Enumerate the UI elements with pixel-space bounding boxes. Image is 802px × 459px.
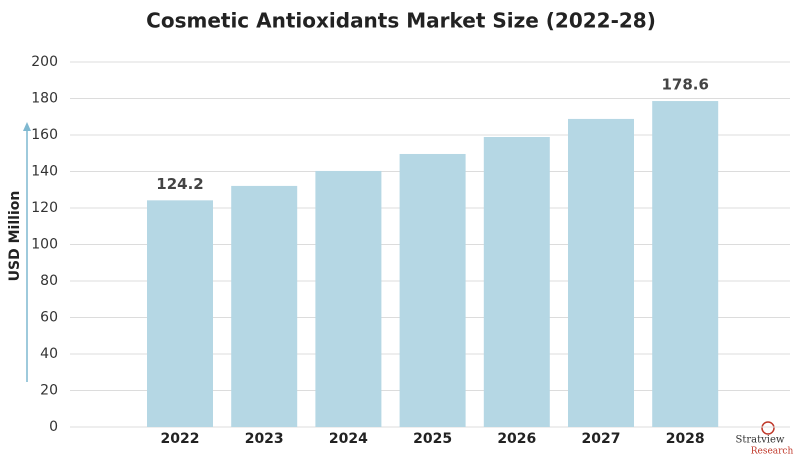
bar bbox=[147, 200, 213, 427]
x-tick-label: 2022 bbox=[161, 431, 200, 447]
value-label: 178.6 bbox=[661, 76, 708, 94]
logo-sub: Research bbox=[751, 447, 794, 457]
chart-title: Cosmetic Antioxidants Market Size (2022-… bbox=[146, 9, 656, 33]
axis-arrow-head bbox=[23, 122, 31, 131]
y-tick-label: 0 bbox=[49, 419, 58, 435]
x-tick-label: 2025 bbox=[413, 431, 452, 447]
x-tick-label: 2024 bbox=[329, 431, 368, 447]
x-tick-label: 2023 bbox=[245, 431, 284, 447]
y-tick-label: 80 bbox=[40, 273, 58, 289]
y-tick-label: 20 bbox=[40, 383, 58, 399]
y-tick-label: 180 bbox=[31, 91, 58, 107]
x-tick-label: 2028 bbox=[666, 431, 705, 447]
y-axis-label: USD Million bbox=[7, 191, 23, 282]
bar bbox=[483, 137, 550, 427]
x-tick-label: 2026 bbox=[497, 431, 536, 447]
y-tick-label: 40 bbox=[40, 346, 58, 362]
y-tick-label: 160 bbox=[31, 127, 58, 143]
logo-name: Stratview bbox=[736, 435, 785, 446]
y-tick-label: 200 bbox=[31, 54, 58, 70]
y-tick-label: 120 bbox=[31, 200, 58, 216]
y-tick-label: 140 bbox=[31, 164, 58, 180]
bar bbox=[315, 170, 382, 427]
bar bbox=[231, 185, 298, 427]
y-tick-label: 60 bbox=[40, 310, 58, 326]
bar bbox=[568, 118, 634, 427]
y-tick-label: 100 bbox=[31, 237, 58, 253]
bar bbox=[399, 153, 466, 428]
logo-icon bbox=[761, 421, 775, 435]
x-tick-label: 2027 bbox=[582, 431, 621, 447]
value-label: 124.2 bbox=[156, 175, 203, 193]
bar bbox=[652, 101, 719, 428]
